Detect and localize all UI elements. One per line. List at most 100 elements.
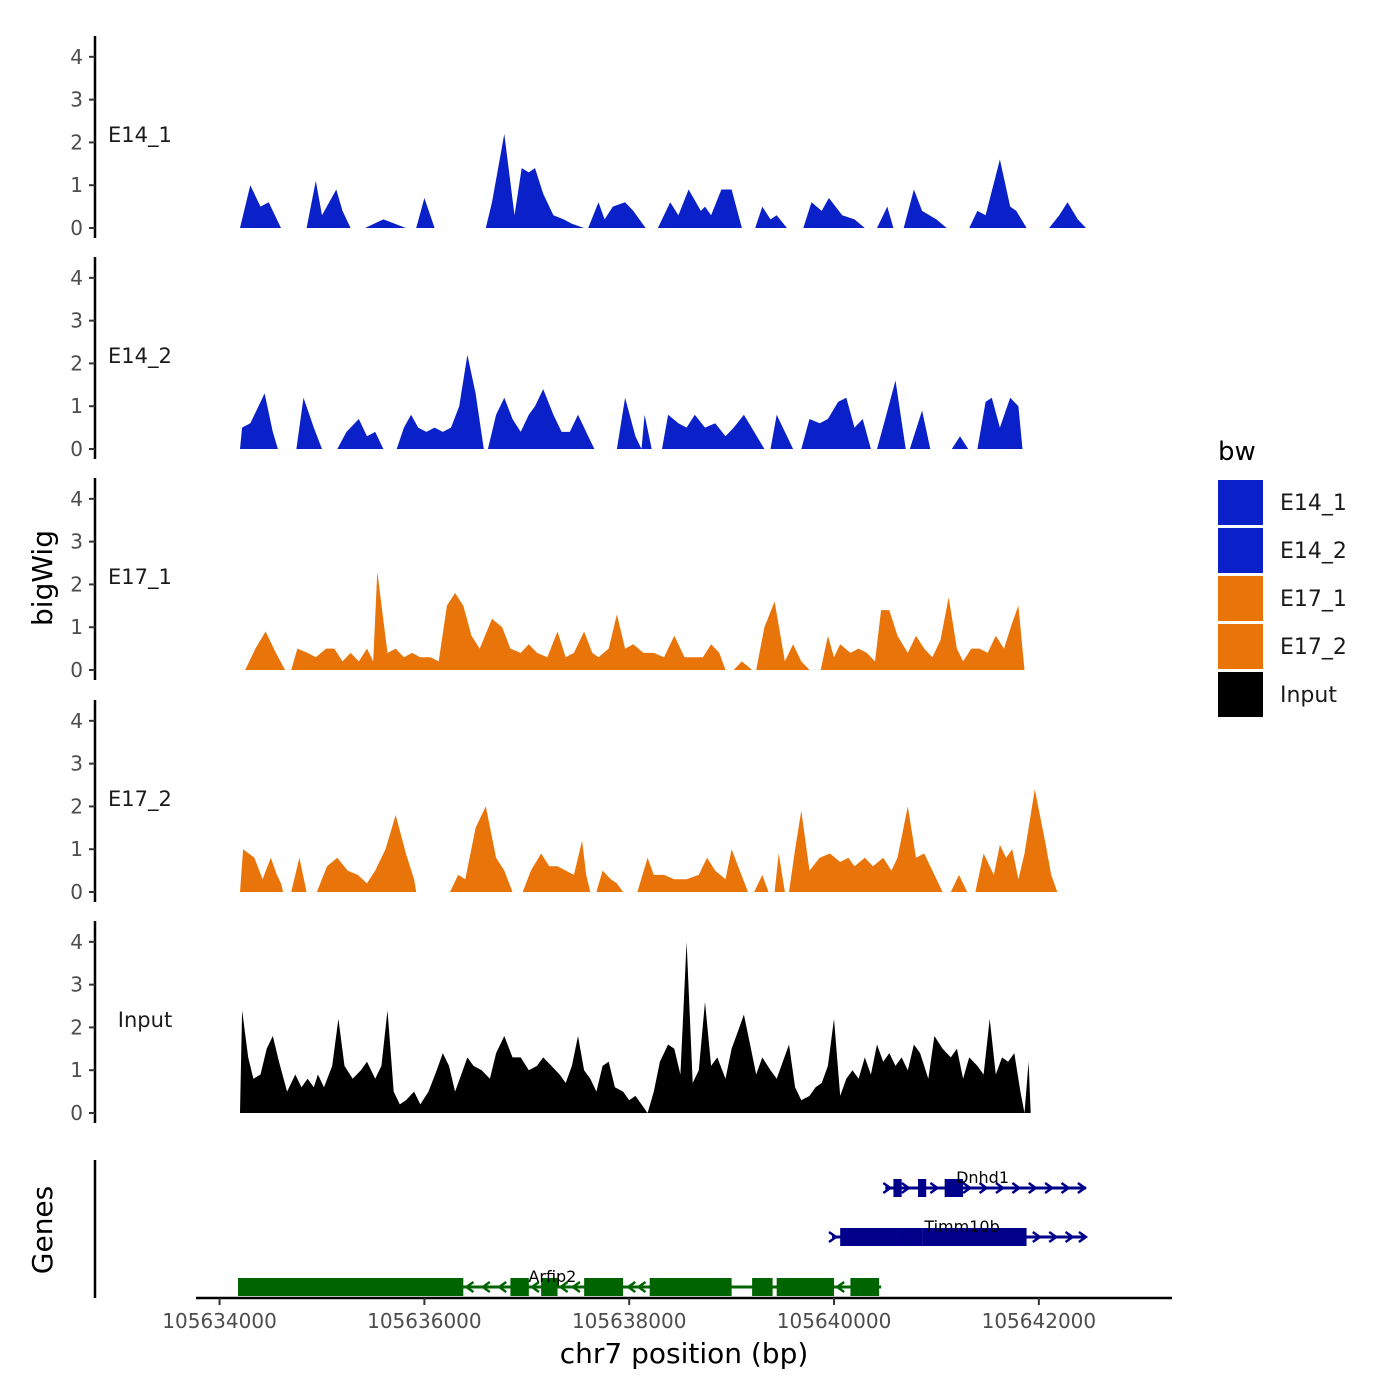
legend-swatch xyxy=(1218,624,1263,669)
y-tick-label: 2 xyxy=(70,130,83,154)
strand-arrow xyxy=(882,1181,893,1195)
signal-area xyxy=(969,159,1027,228)
track-label: E17_1 xyxy=(108,565,172,590)
signal-area xyxy=(450,806,513,892)
signal-area xyxy=(240,941,1031,1113)
y-tick-label: 3 xyxy=(70,309,83,333)
signal-area xyxy=(291,857,307,892)
signal-area xyxy=(1049,202,1086,228)
signal-area xyxy=(770,414,794,449)
legend-label: E17_1 xyxy=(1280,587,1347,612)
strand-arrow xyxy=(929,1181,940,1195)
y-tick-label: 4 xyxy=(70,709,83,733)
signal-area xyxy=(756,601,810,670)
signal-area xyxy=(596,870,624,892)
legend: bw E14_1 E14_2 E17_1 E17_2 Input xyxy=(1218,437,1347,717)
gene-exon xyxy=(922,1228,1027,1246)
x-ticks: 105634000 105636000 105638000 105640000 1056… xyxy=(162,1298,1096,1333)
legend-swatch xyxy=(1218,576,1263,621)
strand-arrow xyxy=(626,1280,636,1294)
gene-label: Dnhd1 xyxy=(956,1168,1009,1187)
gene-exon xyxy=(510,1278,529,1296)
gene-exon xyxy=(918,1179,927,1197)
legend-swatch xyxy=(1218,672,1263,717)
y-axis-title: bigWig xyxy=(26,530,59,626)
signal-area xyxy=(801,397,871,449)
legend-title: bw xyxy=(1218,437,1256,467)
signal-area xyxy=(755,206,787,228)
track-label: E17_2 xyxy=(108,787,172,812)
gene-exon xyxy=(850,1278,880,1296)
y-tick-label: 0 xyxy=(70,437,83,461)
track-E17_1: 0 1 2 3 4 E17_1 xyxy=(70,478,1025,682)
strand-arrow xyxy=(1078,1230,1089,1244)
signal-area xyxy=(950,874,968,892)
legend-label: E17_2 xyxy=(1280,635,1347,660)
signal-area xyxy=(487,389,595,449)
strand-arrow xyxy=(1027,1181,1038,1195)
strand-arrow xyxy=(529,1280,540,1294)
signal-area xyxy=(296,397,322,449)
signal-area xyxy=(588,202,646,228)
gene-Arfip2: Arfip2 xyxy=(237,1267,882,1296)
y-tick-label: 0 xyxy=(70,216,83,240)
y-tick-label: 2 xyxy=(70,794,83,818)
y-tick-label: 1 xyxy=(70,837,83,861)
signal-area xyxy=(789,806,943,892)
strand-arrow xyxy=(558,1280,569,1294)
gene-exon xyxy=(752,1278,773,1296)
signal-area xyxy=(754,874,769,892)
y-tick-label: 4 xyxy=(70,266,83,290)
track-label: E14_1 xyxy=(108,123,172,148)
strand-arrow xyxy=(1032,1230,1042,1244)
gene-exon xyxy=(776,1278,835,1296)
genes-axis-title: Genes xyxy=(26,1186,59,1274)
signal-area xyxy=(485,133,585,228)
x-axis-title: chr7 position (bp) xyxy=(560,1337,809,1370)
signal-area xyxy=(337,419,384,449)
signal-area xyxy=(396,354,484,449)
signal-area xyxy=(616,397,652,449)
gene-exon xyxy=(237,1278,464,1296)
strand-arrow xyxy=(497,1280,507,1294)
strand-arrow xyxy=(900,1181,911,1195)
x-tick-label: 105636000 xyxy=(367,1309,482,1333)
signal-area xyxy=(240,393,278,449)
legend-swatch xyxy=(1218,528,1263,573)
gene-exon xyxy=(897,1228,923,1246)
signal-area xyxy=(820,597,1025,670)
strand-arrow xyxy=(1060,1181,1071,1195)
signal-area xyxy=(240,849,284,892)
signal-area xyxy=(637,849,748,892)
signal-area xyxy=(662,414,765,449)
gene-label: Arfip2 xyxy=(528,1267,576,1286)
signal-area xyxy=(657,189,742,228)
strand-arrow xyxy=(464,1280,475,1294)
gene-exon xyxy=(893,1179,902,1197)
strand-arrow xyxy=(636,1280,647,1294)
y-tick-label: 4 xyxy=(70,487,83,511)
gene-Dnhd1: Dnhd1 xyxy=(882,1168,1088,1197)
signal-area xyxy=(365,219,406,228)
x-tick-label: 105642000 xyxy=(982,1309,1097,1333)
signal-area xyxy=(774,853,785,892)
signal-area xyxy=(803,198,865,228)
x-tick-label: 105634000 xyxy=(162,1309,277,1333)
signal-area xyxy=(977,397,1023,449)
x-tick-label: 105640000 xyxy=(777,1309,892,1333)
gene-exon xyxy=(944,1179,964,1197)
strand-arrow xyxy=(1064,1230,1075,1244)
track-E17_2: 0 1 2 3 4 E17_2 xyxy=(70,700,1058,904)
gene-exon xyxy=(649,1278,732,1296)
strand-arrow xyxy=(1048,1230,1059,1244)
strand-arrow xyxy=(1044,1181,1055,1195)
track-label: E14_2 xyxy=(108,344,172,369)
signal-area xyxy=(975,789,1058,892)
strand-arrow xyxy=(480,1280,491,1294)
gene-Timm10b: Timm10b xyxy=(828,1217,1089,1246)
y-tick-label: 1 xyxy=(70,1058,83,1082)
signal-area xyxy=(733,661,753,670)
y-tick-label: 3 xyxy=(70,752,83,776)
y-tick-label: 4 xyxy=(70,45,83,69)
